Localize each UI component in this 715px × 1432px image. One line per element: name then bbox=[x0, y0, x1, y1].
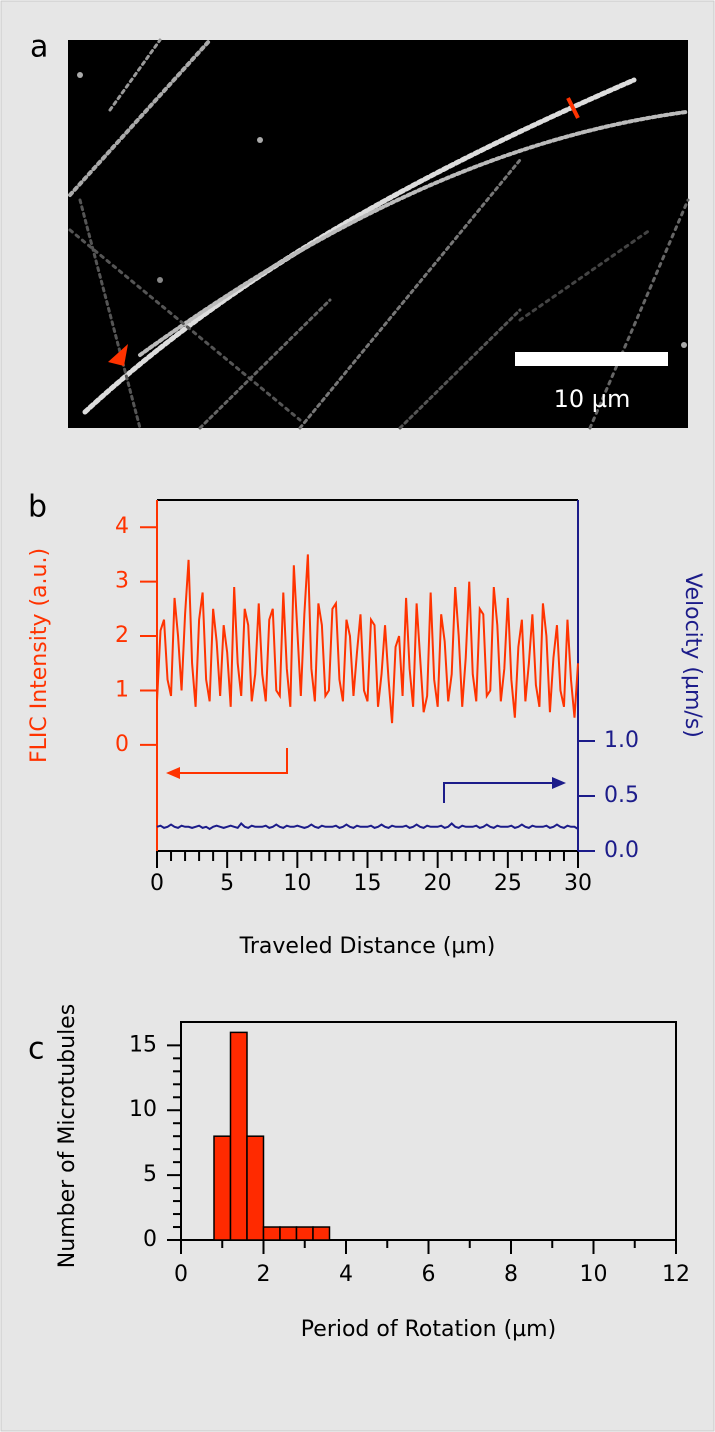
histogram-bar bbox=[312, 1226, 331, 1241]
data-line bbox=[156, 822, 579, 831]
histogram-bar bbox=[262, 1226, 281, 1241]
x-tick-label: 12 bbox=[662, 1262, 690, 1287]
scale-bar-label: 10 µm bbox=[554, 385, 631, 413]
y-tick-label: 1 bbox=[115, 677, 129, 702]
x-tick-label: 10 bbox=[283, 871, 311, 896]
y-tick-label: 10 bbox=[129, 1097, 157, 1122]
x-tick-label: 0 bbox=[174, 1262, 188, 1287]
y-tick-label: 0 bbox=[143, 1227, 157, 1252]
x-tick-label: 8 bbox=[504, 1262, 518, 1287]
y-tick-label: 0 bbox=[115, 732, 129, 757]
x-tick-label: 0 bbox=[150, 871, 164, 896]
panel-label: a bbox=[30, 30, 48, 65]
panel-label: b bbox=[28, 490, 47, 525]
y2-tick-label: 0.5 bbox=[604, 783, 639, 808]
x-tick-label: 5 bbox=[220, 871, 234, 896]
x-tick-label: 4 bbox=[339, 1262, 353, 1287]
x-tick-label: 2 bbox=[257, 1262, 271, 1287]
histogram-bar bbox=[279, 1226, 298, 1241]
x-tick-label: 15 bbox=[354, 871, 382, 896]
y-tick-label: 4 bbox=[115, 514, 129, 539]
x-axis-label: Period of Rotation (µm) bbox=[301, 1317, 556, 1342]
panel-label: c bbox=[28, 1032, 45, 1067]
y-axis-label: Number of Microtubules bbox=[55, 1004, 80, 1268]
y2-tick-label: 1.0 bbox=[604, 728, 639, 753]
data-line bbox=[156, 554, 579, 724]
y-axis-label: FLIC Intensity (a.u.) bbox=[27, 548, 52, 763]
histogram-bar bbox=[229, 1031, 248, 1241]
y2-tick-label: 0.0 bbox=[604, 838, 639, 863]
y-tick-label: 3 bbox=[115, 569, 129, 594]
x-tick-label: 6 bbox=[422, 1262, 436, 1287]
y-tick-label: 15 bbox=[129, 1032, 157, 1057]
x-tick-label: 10 bbox=[580, 1262, 608, 1287]
micrograph bbox=[68, 38, 690, 430]
y-tick-label: 2 bbox=[115, 623, 129, 648]
x-axis-label: Traveled Distance (µm) bbox=[239, 934, 496, 959]
histogram-bar bbox=[295, 1226, 314, 1241]
histogram-bar bbox=[246, 1135, 265, 1241]
x-tick-label: 25 bbox=[494, 871, 522, 896]
y-tick-label: 5 bbox=[143, 1162, 157, 1187]
x-tick-label: 20 bbox=[424, 871, 452, 896]
axis-arrows bbox=[166, 748, 566, 803]
histogram-bar bbox=[213, 1135, 232, 1241]
x-tick-label: 30 bbox=[564, 871, 592, 896]
y2-axis-label: Velocity (µm/s) bbox=[680, 573, 705, 738]
